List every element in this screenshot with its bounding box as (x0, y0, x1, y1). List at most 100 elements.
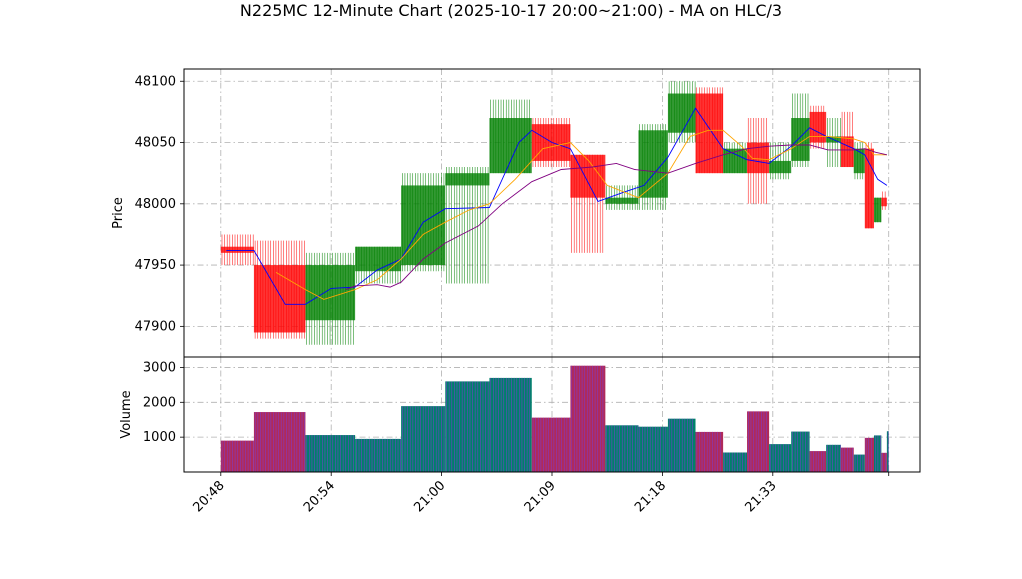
volume-bar-body (695, 431, 724, 472)
candle-body (220, 246, 254, 253)
x-tick-label: 21:33 (743, 478, 780, 515)
candle-body (667, 93, 696, 133)
x-tick-label: 21:18 (632, 478, 669, 515)
candle (531, 118, 571, 168)
price-panel: 47900 47950 48000 48050 48100 Price (111, 68, 921, 358)
candle-body (570, 154, 606, 198)
volume-bar (220, 440, 254, 472)
candle-body (769, 160, 792, 174)
candle-body (638, 130, 668, 198)
candle (747, 118, 770, 204)
volume-bar-body (667, 418, 696, 472)
volume-bar (695, 431, 724, 472)
volume-bar (305, 435, 356, 472)
candle (853, 142, 865, 180)
price-ytick-label: 48100 (135, 74, 176, 89)
volume-bar (864, 437, 874, 472)
candle-body (253, 265, 306, 333)
volume-ytick-label: 3000 (143, 360, 176, 375)
candle-body (305, 265, 356, 321)
candle (220, 234, 254, 266)
volume-bar (747, 411, 770, 472)
volume-bar (355, 438, 402, 472)
volume-bar-body (881, 452, 887, 472)
candle-body (445, 173, 490, 186)
volume-ytick-label: 2000 (143, 395, 176, 410)
candle (401, 173, 446, 272)
candle-body (874, 197, 882, 223)
candle-body (747, 142, 770, 174)
ma-line (345, 144, 887, 291)
ma-line (275, 129, 887, 300)
candle-body (881, 197, 887, 207)
volume-bar (853, 454, 865, 472)
candle (769, 142, 792, 180)
volume-bar (881, 452, 887, 472)
volume-bar-body (864, 437, 874, 472)
x-axis: 20:48 20:54 21:00 21:09 21:18 21:33 (191, 472, 890, 515)
candle (881, 191, 887, 210)
candle-body (489, 118, 532, 174)
x-tick-label: 21:09 (522, 478, 559, 515)
candle-body (864, 148, 874, 229)
candle (305, 252, 356, 345)
volume-bar (840, 447, 854, 472)
volume-bar (723, 452, 748, 472)
price-ytick-label: 48000 (135, 197, 176, 212)
volume-bar (570, 365, 606, 472)
candle (253, 240, 306, 339)
volume-bar (445, 381, 490, 472)
candle-body (605, 197, 639, 204)
volume-ytick-label: 1000 (143, 430, 176, 445)
volume-panel: 1000 2000 3000 Volume (119, 356, 921, 473)
x-tick-label: 20:54 (301, 478, 338, 515)
candle-body (401, 185, 446, 266)
candle (445, 167, 490, 284)
volume-bar-body (769, 444, 792, 472)
volume-bar (253, 412, 306, 472)
candle (605, 185, 639, 210)
candle-body (853, 148, 865, 174)
candle (570, 154, 606, 253)
volume-bar (769, 444, 792, 472)
candle (489, 99, 532, 174)
volume-bar-body (570, 365, 606, 472)
volume-bar-body (826, 444, 841, 472)
candle-body (723, 148, 748, 174)
volume-bar-body (355, 438, 402, 472)
volume-bar (874, 435, 882, 472)
volume-bar-body (253, 412, 306, 472)
volume-bar (605, 425, 639, 472)
candle (638, 124, 668, 210)
candle-body (840, 136, 854, 168)
price-ylabel: Price (111, 197, 126, 229)
candle-body (531, 124, 571, 161)
volume-ylabel: Volume (119, 390, 134, 438)
x-tick-label: 21:00 (411, 478, 448, 515)
candle-body (791, 118, 810, 161)
candle (874, 197, 882, 223)
candle (864, 142, 874, 229)
candle-body (355, 246, 402, 272)
volume-bar (826, 444, 841, 472)
candle (840, 111, 854, 168)
volume-bar (809, 451, 827, 472)
price-ytick-label: 47900 (135, 319, 176, 334)
candle-body (809, 111, 827, 143)
volume-bar-body (853, 454, 865, 472)
candle (791, 93, 810, 168)
volume-bar (791, 431, 810, 472)
volume-bar (531, 417, 571, 472)
volume-bar (489, 377, 532, 472)
volume-bar (638, 426, 668, 472)
volume-bar (667, 418, 696, 472)
price-ytick-label: 48050 (135, 136, 176, 151)
volume-bar-body (886, 431, 889, 472)
candle (809, 105, 827, 149)
x-tick-label: 20:48 (191, 478, 228, 515)
candle (355, 246, 402, 284)
volume-bar (886, 431, 889, 472)
price-ytick-label: 47950 (135, 258, 176, 273)
